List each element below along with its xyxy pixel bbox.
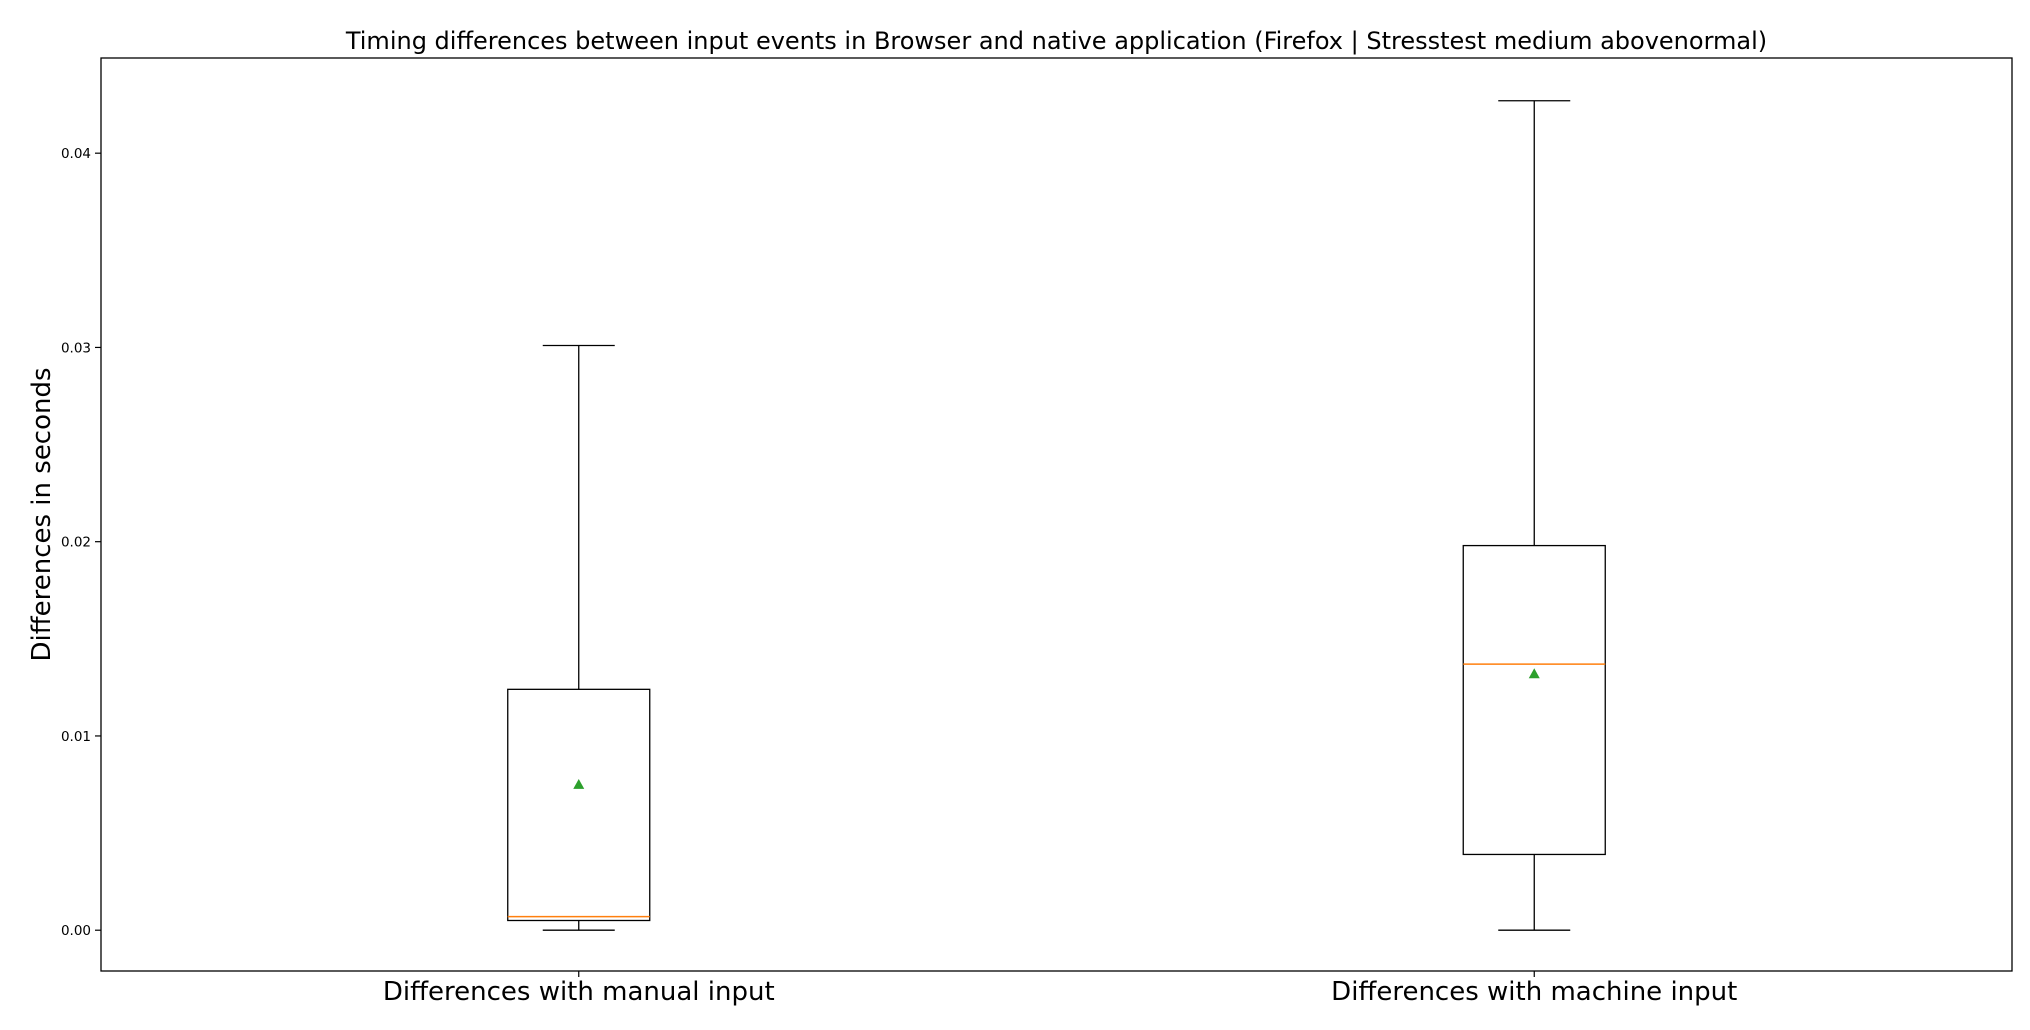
y-tick-label: 0.03 [61, 340, 91, 356]
interquartile-box [1462, 544, 1606, 856]
plot-area-frame [100, 57, 2013, 972]
y-tick-label: 0.02 [61, 535, 91, 551]
x-tick-label: Differences with machine input [1331, 977, 1737, 1007]
x-tick-label: Differences with manual input [383, 977, 775, 1007]
box-series [507, 100, 1606, 931]
x-axis-ticks: Differences with manual input Differences… [383, 971, 1737, 1007]
y-axis-label: Differences in seconds [27, 367, 57, 661]
y-tick-label: 0.01 [61, 729, 91, 745]
interquartile-box [507, 688, 651, 922]
mean-marker [1528, 668, 1540, 679]
box-group [507, 344, 651, 931]
chart-title: Timing differences between input events … [345, 27, 1767, 55]
y-tick-label: 0.00 [61, 923, 91, 939]
y-axis-ticks: 0.00 0.01 0.02 0.03 0.04 [61, 146, 101, 939]
box-group [1462, 100, 1606, 931]
mean-marker [573, 779, 585, 789]
y-tick-label: 0.04 [61, 146, 91, 162]
